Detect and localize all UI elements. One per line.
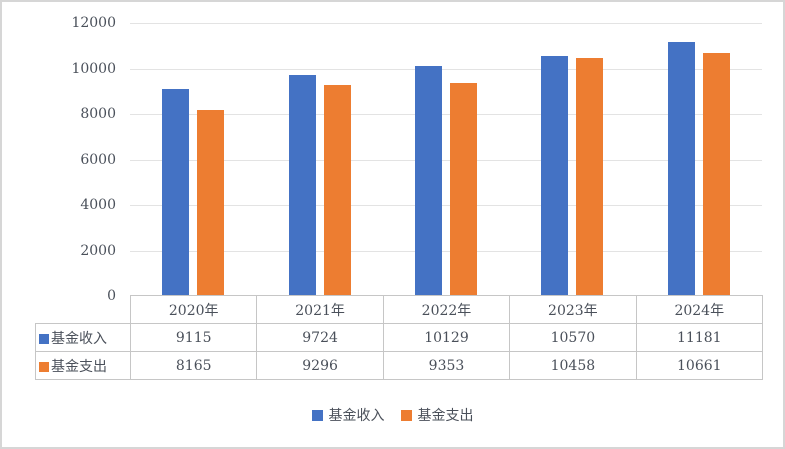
table-value-cell: 8165: [129, 351, 258, 380]
bar-基金收入-2022年: [415, 65, 442, 296]
gridline: [130, 114, 762, 115]
table-row: 基金收入 9115 9724 10129 10570 11181: [35, 323, 764, 352]
bar-基金支出-2023年: [576, 58, 604, 296]
table-value-cell: 10570: [509, 323, 637, 352]
legend-swatch-icon: [400, 409, 412, 421]
gridline: [130, 23, 762, 24]
y-tick-label: 12000: [71, 15, 116, 31]
bar-基金支出-2024年: [702, 53, 730, 296]
table-year-header: 2022年: [382, 295, 511, 324]
table-year-header: 2021年: [256, 295, 384, 324]
series-name: 基金支出: [51, 358, 107, 375]
series-name: 基金收入: [51, 330, 107, 347]
table-value-cell: 10129: [382, 323, 511, 352]
bar-基金收入-2023年: [541, 55, 569, 296]
table-value-cell: 10458: [509, 351, 637, 380]
table-value-cell: 9296: [256, 351, 384, 380]
bar-基金支出-2021年: [323, 84, 351, 296]
y-tick-label: 10000: [71, 60, 116, 77]
data-table: 2020年 2021年 2022年 2023年 2024年基金收入 9115 9724 101…: [35, 295, 764, 380]
y-tick-label: 0: [107, 288, 116, 304]
table-row: 基金支出 8165 9296 9353 10458 10661: [35, 351, 764, 380]
legend-key-icon: [39, 361, 49, 372]
bar-基金收入-2024年: [667, 41, 695, 296]
table-year-header: 2023年: [509, 295, 637, 324]
legend-swatch-icon: [311, 409, 323, 421]
gridline: [130, 159, 762, 161]
table-value-cell: 9353: [382, 351, 511, 380]
plot-area: [130, 23, 762, 296]
bar-基金收入-2020年: [162, 88, 190, 296]
table-row-header: 基金收入: [35, 323, 131, 352]
table-value-cell: 11181: [635, 323, 764, 352]
table-year-header: 2024年: [635, 295, 764, 324]
table-row-header: 基金支出: [35, 351, 131, 380]
y-tick-label: 8000: [80, 106, 116, 122]
legend-label: 基金支出: [417, 408, 474, 424]
y-tick-label: 2000: [80, 242, 116, 259]
table-year-header: 2020年: [129, 295, 258, 324]
table-header-row: 2020年 2021年 2022年 2023年 2024年: [36, 295, 764, 324]
legend: 基金收入 基金支出: [2, 405, 783, 425]
gridline: [130, 68, 762, 70]
legend-key-icon: [39, 333, 49, 344]
table-value-cell: 10661: [635, 351, 764, 380]
y-tick-label: 6000: [80, 151, 116, 168]
gridline: [130, 250, 762, 252]
bar-基金支出-2022年: [450, 83, 477, 296]
legend-label: 基金收入: [328, 408, 385, 424]
table-value-cell: 9724: [256, 323, 384, 352]
gridline: [130, 205, 762, 206]
legend-item: 基金支出: [400, 405, 474, 425]
bar-基金支出-2020年: [197, 110, 225, 296]
y-tick-label: 4000: [80, 197, 116, 213]
table-corner-cell: [36, 296, 131, 324]
legend-item: 基金收入: [311, 405, 385, 425]
bar-基金收入-2021年: [288, 74, 316, 296]
table-value-cell: 9115: [129, 323, 258, 352]
